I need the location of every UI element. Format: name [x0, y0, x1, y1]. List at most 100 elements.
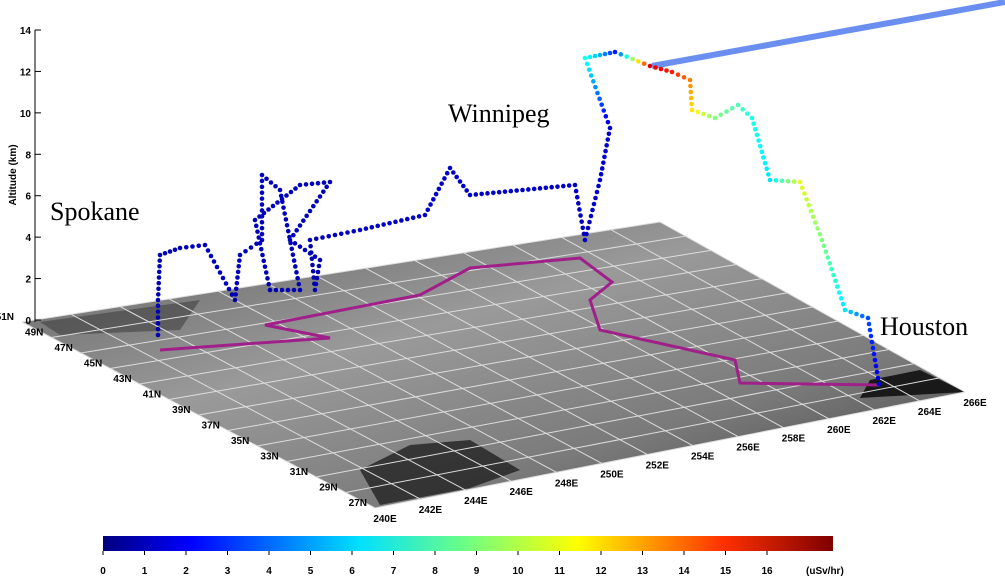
flight-dot [309, 250, 314, 255]
flight-dot [190, 244, 195, 249]
flight-dot [761, 155, 766, 160]
flight-dot [753, 127, 758, 132]
flight-dot [593, 54, 598, 59]
flight-dot [268, 288, 273, 293]
flight-dot [458, 179, 463, 184]
flight-dot [561, 184, 566, 189]
flight-dot [860, 314, 865, 319]
flight-dot [316, 181, 321, 186]
flight-dot [358, 228, 363, 233]
flight-dot [872, 352, 877, 357]
longitude-label: 250E [600, 469, 624, 480]
flight-dot [310, 256, 315, 261]
flight-dot [249, 245, 254, 250]
colorbar-tick-label: 2 [183, 566, 189, 577]
flight-dot [260, 232, 265, 237]
flight-dot [293, 186, 298, 191]
flight-dot [807, 203, 812, 208]
flight-dot [763, 161, 768, 166]
flight-dot [264, 270, 269, 275]
flight-dot [314, 199, 319, 204]
flight-dot [375, 224, 380, 229]
flight-dot [393, 220, 398, 225]
flight-dot [269, 180, 274, 185]
flight-dot [293, 264, 298, 269]
flight-map: Altitude (km) Spokane Winnipeg Houston (… [0, 0, 1005, 578]
flight-dot [448, 166, 453, 171]
flight-dot [676, 72, 681, 77]
flight-dot [322, 180, 327, 185]
flight-dot [792, 179, 797, 184]
latitude-label: 41N [143, 390, 161, 401]
flight-dot [688, 78, 693, 83]
flight-dot [604, 114, 609, 119]
longitude-label: 266E [963, 398, 987, 409]
longitude-label: 262E [873, 416, 897, 427]
flight-dot [724, 109, 729, 114]
flight-dot [281, 205, 286, 210]
flight-dot [233, 298, 238, 303]
flight-dot [206, 248, 211, 253]
colorbar-tick-label: 9 [474, 566, 480, 577]
flight-dot [876, 376, 881, 381]
latitude-label: 33N [260, 452, 278, 463]
flight-dot [760, 150, 765, 155]
flight-dot [156, 286, 161, 291]
altitude-tick-label: 0 [25, 316, 31, 327]
flight-dot [156, 298, 161, 303]
flight-dot [439, 181, 444, 186]
colorbar-tick-label: 6 [349, 566, 355, 577]
flight-dot [442, 176, 447, 181]
flight-dot [156, 333, 161, 338]
flight-dot [274, 288, 279, 293]
flight-dot [854, 312, 859, 317]
flight-dot [203, 243, 208, 248]
flight-dot [284, 217, 289, 222]
flight-dot [320, 235, 325, 240]
flight-dot [584, 232, 589, 237]
colorbar-tick-label: 7 [391, 566, 397, 577]
flight-dot [604, 143, 609, 148]
flight-dot [598, 53, 603, 58]
latitude-label: 35N [231, 436, 249, 447]
flight-dot [689, 102, 694, 107]
flight-dot [871, 346, 876, 351]
altitude-tick-label: 12 [20, 67, 32, 78]
flight-dot [260, 253, 265, 258]
flight-dot [405, 217, 410, 222]
flight-dot [874, 364, 879, 369]
flight-dot [294, 228, 299, 233]
longitude-label: 242E [419, 505, 443, 516]
longitude-label: 252E [646, 460, 670, 471]
flight-dot [598, 178, 603, 183]
flight-dot [265, 276, 270, 281]
longitude-label: 246E [509, 487, 533, 498]
flight-dot [224, 281, 229, 286]
flight-dot [585, 62, 590, 67]
flight-dot [308, 244, 313, 249]
flight-dot [310, 182, 315, 187]
flight-dot [820, 238, 825, 243]
flight-dot [870, 340, 875, 345]
flight-dot [311, 204, 316, 209]
flight-dot [593, 85, 598, 90]
altitude-tick-label: 6 [25, 192, 31, 203]
altitude-label: Altitude (km) [8, 144, 19, 205]
flight-dot [730, 106, 735, 111]
flight-dot [579, 219, 584, 224]
flight-dot [264, 176, 269, 181]
flight-dot [848, 310, 853, 315]
flight-dot [168, 249, 173, 254]
flight-dot [157, 275, 162, 280]
flight-dot [766, 172, 771, 177]
flight-dot [593, 196, 598, 201]
latitude-label: 31N [290, 467, 308, 478]
flight-dot [423, 213, 428, 218]
flight-dot [587, 67, 592, 72]
flight-dot [288, 238, 293, 243]
flight-dot [273, 184, 278, 189]
flight-dot [682, 75, 687, 80]
flight-dot [503, 189, 508, 194]
flight-dot [271, 204, 276, 209]
flight-dot [333, 233, 338, 238]
